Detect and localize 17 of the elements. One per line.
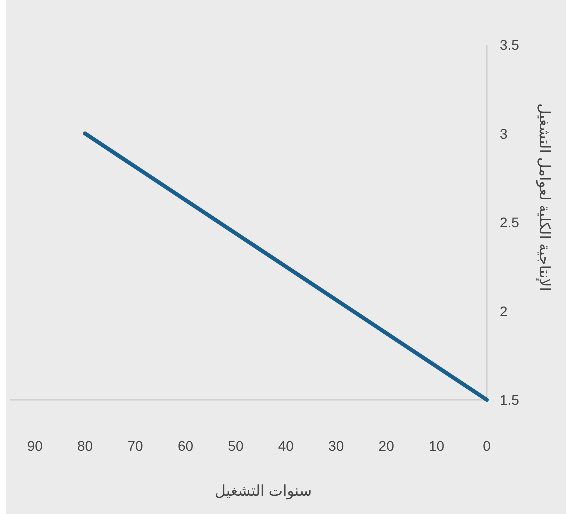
y-tick-label: 1.5 <box>500 392 520 408</box>
x-tick-label: 70 <box>128 438 144 454</box>
y-tick-label: 2 <box>500 303 508 320</box>
x-tick-label: 60 <box>178 438 194 454</box>
y-tick-label: 3 <box>500 126 508 142</box>
x-tick-label: 10 <box>429 438 445 454</box>
y-tick-label: 3.5 <box>500 37 520 53</box>
x-tick-label: 90 <box>27 438 44 454</box>
x-tick-label: 20 <box>378 438 395 454</box>
x-tick-label: 50 <box>228 438 244 454</box>
x-tick-label: 40 <box>278 438 294 454</box>
y-tick-label: 2.5 <box>500 214 520 230</box>
x-tick-label: 0 <box>483 438 492 454</box>
x-tick-label: 80 <box>78 438 94 454</box>
x-axis-title: سنوات التشغيل <box>214 483 312 500</box>
y-axis-title: الإنتاجية الكلية لعوامل التشغيل <box>536 104 553 292</box>
x-tick-label: 30 <box>328 438 344 454</box>
